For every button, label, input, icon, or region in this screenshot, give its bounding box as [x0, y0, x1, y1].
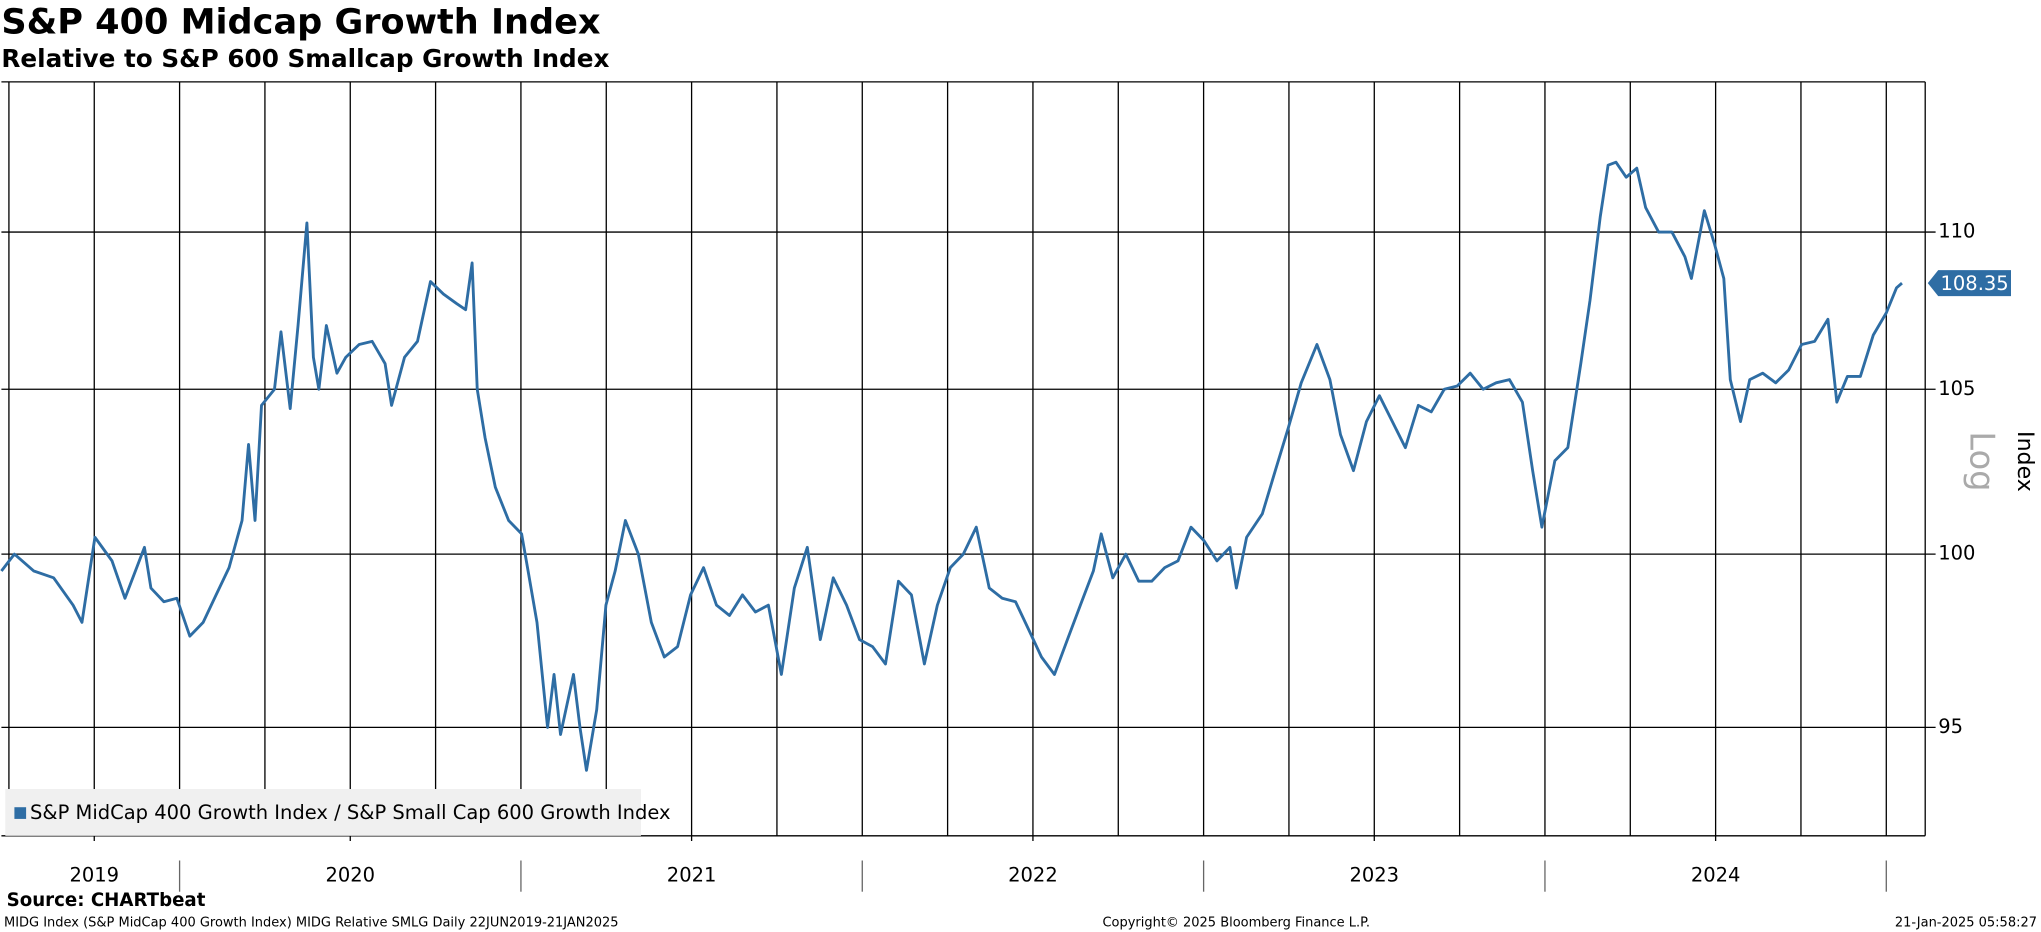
source: Source: CHARTbeat [7, 890, 206, 911]
y-tick-label: 110 [1938, 220, 1975, 243]
x-tick-label: 2020 [325, 864, 375, 887]
last-value-tag [1927, 270, 2011, 297]
footer-right: 21-Jan-2025 05:58:27 [1895, 915, 2037, 930]
y-tick-label: 95 [1938, 715, 1963, 738]
legend-label: S&P MidCap 400 Growth Index / S&P Small … [30, 801, 671, 824]
footer-left: MIDG Index (S&P MidCap 400 Growth Index)… [4, 915, 619, 930]
x-tick-label: 2021 [667, 864, 717, 887]
y-tick-label: 105 [1938, 377, 1975, 400]
x-tick-label: 2023 [1349, 864, 1399, 887]
legend-box [5, 789, 641, 836]
legend-swatch [14, 807, 27, 819]
footer-center: Copyright© 2025 Bloomberg Finance L.P. [1102, 915, 1370, 930]
y-axis-title: Index [2012, 431, 2038, 492]
x-tick-label: 2024 [1691, 864, 1741, 887]
last-value-label: 108.35 [1941, 272, 2009, 295]
chart-title: S&P 400 Midcap Growth Index [1, 1, 601, 42]
chart-subtitle: Relative to S&P 600 Smallcap Growth Inde… [1, 44, 609, 73]
y-tick-label: 100 [1938, 542, 1975, 565]
log-scale-label: Log [1962, 431, 2001, 491]
x-tick-label: 2022 [1008, 864, 1058, 887]
data-line [0, 160, 1903, 772]
x-tick-label: 2019 [69, 864, 119, 887]
